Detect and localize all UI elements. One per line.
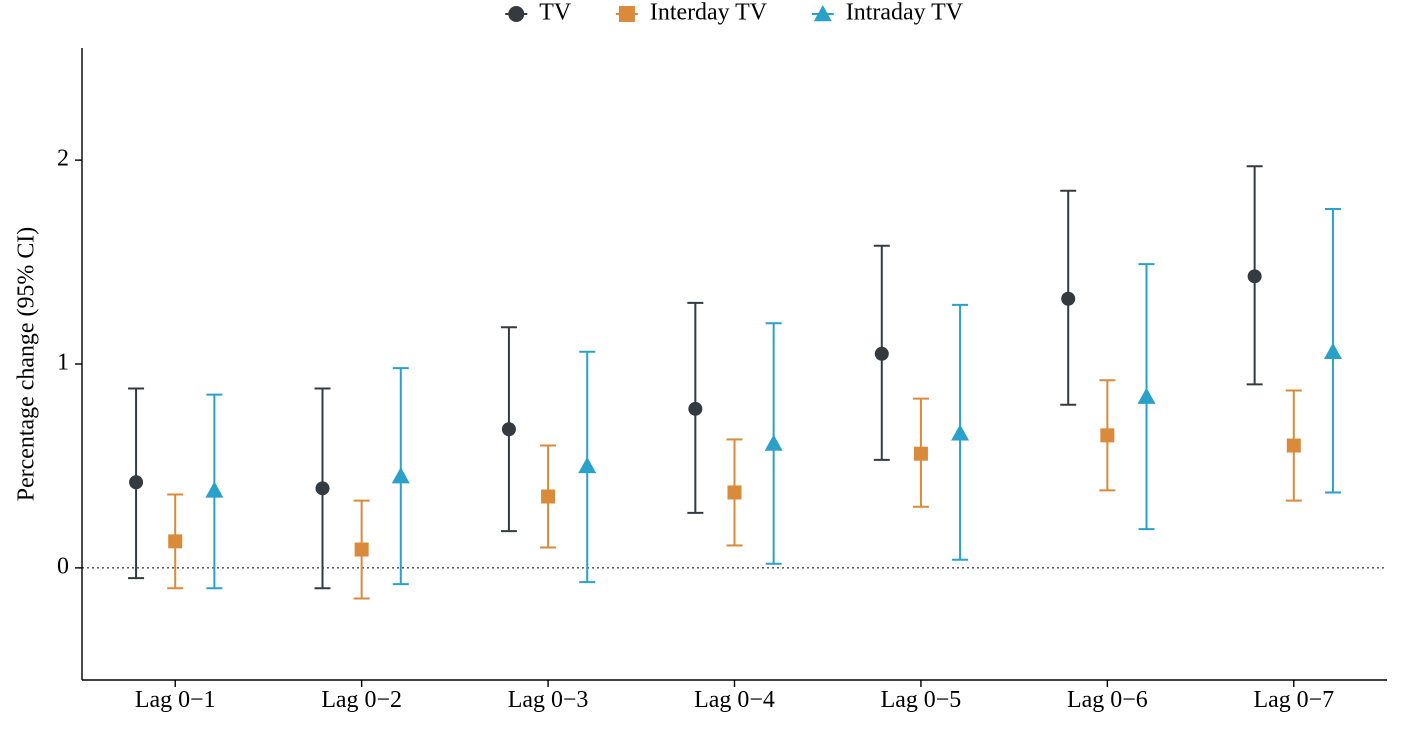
data-marker-tv [315, 481, 329, 495]
errorbar-chart: 0 1 2 Lag 0−1 Lag 0−2 Lag 0−3 Lag 0−4 Lag 0−5 La… [0, 0, 1417, 730]
data-marker-tv [688, 402, 702, 416]
y-tick-label: 0 [57, 553, 69, 579]
data-marker-tv [1061, 292, 1075, 306]
legend-label: TV [539, 0, 572, 26]
data-marker-tv [502, 422, 516, 436]
data-marker-interday-tv [914, 447, 928, 461]
data-marker-tv [875, 347, 889, 361]
chart-background [0, 0, 1417, 730]
x-tick-label: Lag 0−6 [1067, 687, 1148, 713]
data-marker-tv [1248, 269, 1262, 283]
data-marker-interday-tv [1100, 428, 1114, 442]
data-marker-interday-tv [168, 534, 182, 548]
data-marker-tv-legend [508, 6, 524, 22]
data-marker-interday-tv [728, 485, 742, 499]
data-marker-tv [129, 475, 143, 489]
x-tick-label: Lag 0−2 [321, 687, 402, 713]
chart-wrapper: 0 1 2 Lag 0−1 Lag 0−2 Lag 0−3 Lag 0−4 Lag 0−5 La… [0, 0, 1417, 730]
x-tick-label: Lag 0−5 [881, 687, 962, 713]
data-marker-interday-tv [355, 543, 369, 557]
data-marker-interday-tv [1287, 439, 1301, 453]
x-tick-label: Lag 0−3 [508, 687, 589, 713]
data-marker-interday-tv [541, 490, 555, 504]
y-tick-label: 1 [57, 350, 69, 376]
y-tick-label: 2 [57, 146, 69, 172]
legend-label: Interday TV [650, 0, 768, 26]
x-tick-label: Lag 0−1 [135, 687, 216, 713]
x-tick-label: Lag 0−7 [1253, 687, 1334, 713]
x-tick-label: Lag 0−4 [694, 687, 775, 713]
y-axis-label: Percentage change (95% CI) [14, 227, 40, 502]
legend-label: Intraday TV [846, 0, 964, 26]
data-marker-interday-tv-legend [619, 6, 635, 22]
